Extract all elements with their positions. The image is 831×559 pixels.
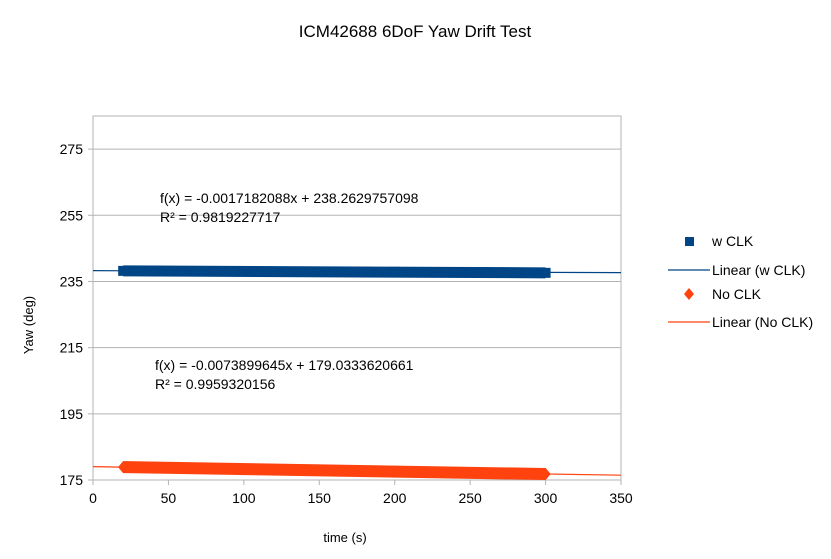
grid-lines xyxy=(88,148,622,485)
data-point-no-clk xyxy=(178,462,189,475)
data-point-no-clk xyxy=(118,461,129,474)
data-point-no-clk xyxy=(359,465,370,478)
y-tick-label: 215 xyxy=(60,340,84,356)
x-tick-label: 0 xyxy=(89,490,97,506)
legend-marker-w-clk xyxy=(685,237,694,246)
data-point-no-clk xyxy=(450,466,461,479)
data-point-w-clk xyxy=(389,266,400,277)
x-tick-label: 250 xyxy=(458,490,482,506)
trendline-r2-no-clk: R² = 0.9959320156 xyxy=(155,376,275,392)
axis-tick-labels: 175 195 215 235 255 275 0 50 100 150 200 250 300 350 xyxy=(60,141,633,506)
data-point-w-clk xyxy=(419,267,430,278)
x-tick-label: 300 xyxy=(534,490,558,506)
data-point-no-clk xyxy=(510,467,521,480)
legend-marker-no-clk xyxy=(684,288,694,300)
data-point-no-clk xyxy=(299,464,310,477)
plot-area xyxy=(92,115,622,481)
data-point-w-clk xyxy=(450,267,461,278)
data-point-w-clk xyxy=(148,265,159,276)
data-point-w-clk xyxy=(299,266,310,277)
y-tick-label: 255 xyxy=(60,207,84,223)
x-tick-label: 50 xyxy=(161,490,177,506)
data-point-w-clk xyxy=(208,266,219,277)
data-points xyxy=(118,265,551,481)
data-point-no-clk xyxy=(329,464,340,477)
data-point-w-clk xyxy=(238,266,249,277)
data-point-no-clk xyxy=(480,467,491,480)
trendline-equation-w-clk: f(x) = -0.0017182088x + 238.2629757098 xyxy=(160,190,419,206)
legend-label-no-clk: No CLK xyxy=(712,286,762,302)
data-point-w-clk xyxy=(269,266,280,277)
y-tick-label: 175 xyxy=(60,472,84,488)
legend-label-linear-no-clk: Linear (No CLK) xyxy=(712,314,813,330)
data-point-w-clk xyxy=(329,266,340,277)
data-point-no-clk xyxy=(540,468,551,481)
data-point-no-clk xyxy=(148,461,159,474)
x-tick-label: 350 xyxy=(609,490,633,506)
chart-title: ICM42688 6DoF Yaw Drift Test xyxy=(299,22,532,41)
data-point-no-clk xyxy=(238,463,249,476)
x-axis-label: time (s) xyxy=(323,530,366,545)
data-point-w-clk xyxy=(540,267,551,278)
data-point-w-clk xyxy=(118,265,129,276)
x-tick-label: 200 xyxy=(383,490,407,506)
data-point-no-clk xyxy=(419,466,430,479)
trendline-r2-w-clk: R² = 0.9819227717 xyxy=(160,209,280,225)
x-tick-label: 100 xyxy=(232,490,256,506)
data-point-w-clk xyxy=(510,267,521,278)
y-tick-label: 275 xyxy=(60,141,84,157)
trendline-equation-no-clk: f(x) = -0.0073899645x + 179.0333620661 xyxy=(155,357,414,373)
data-point-w-clk xyxy=(480,267,491,278)
data-point-w-clk xyxy=(359,266,370,277)
y-axis-label: Yaw (deg) xyxy=(21,296,36,354)
legend-label-linear-w-clk: Linear (w CLK) xyxy=(712,262,805,278)
y-tick-label: 235 xyxy=(60,273,84,289)
legend-label-w-clk: w CLK xyxy=(711,233,754,249)
data-point-no-clk xyxy=(208,462,219,475)
y-tick-label: 195 xyxy=(60,406,84,422)
data-point-w-clk xyxy=(178,266,189,277)
data-point-no-clk xyxy=(269,463,280,476)
x-tick-label: 150 xyxy=(308,490,332,506)
chart-legend: w CLK Linear (w CLK) No CLK Linear (No C… xyxy=(668,233,813,330)
data-point-no-clk xyxy=(389,465,400,478)
